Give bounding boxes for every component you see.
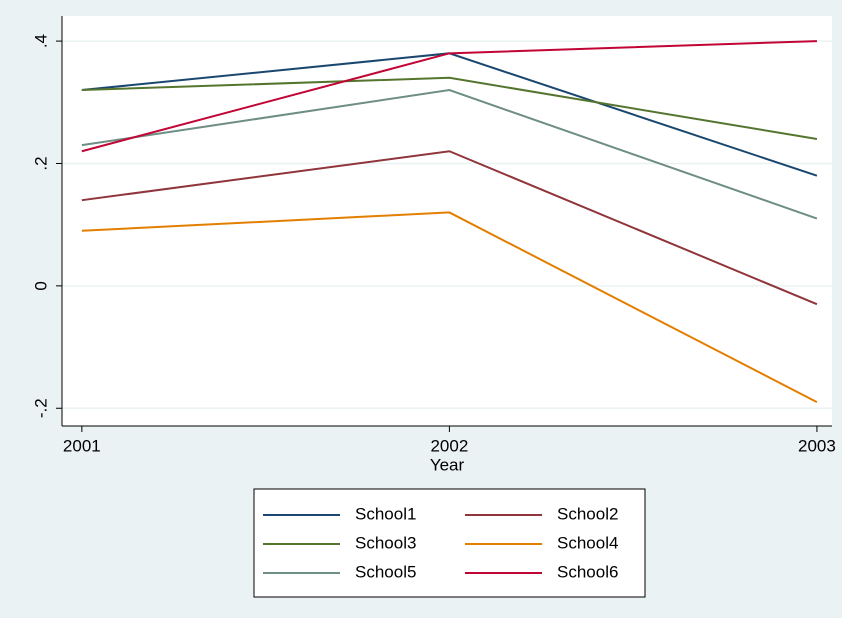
legend-label: School5 <box>355 562 416 581</box>
legend-label: School4 <box>557 533 618 552</box>
y-tick-label: .2 <box>31 156 50 170</box>
series-line <box>81 150 818 306</box>
legend-label: School2 <box>557 504 618 523</box>
series-line <box>81 76 818 140</box>
legend-label: School6 <box>557 562 618 581</box>
legend-label: School3 <box>355 533 416 552</box>
y-tick-label: .4 <box>31 34 50 48</box>
x-axis-label: Year <box>430 455 465 474</box>
y-tick-label: 0 <box>31 281 50 290</box>
x-tick-label: 2002 <box>430 436 468 455</box>
legend-label: School1 <box>355 504 416 523</box>
y-tick-label: -.2 <box>31 398 50 418</box>
plot-area <box>62 16 832 426</box>
series-line <box>81 40 817 153</box>
x-tick-label: 2001 <box>63 436 101 455</box>
series-line <box>81 89 818 220</box>
series-line <box>81 211 818 404</box>
x-tick-label: 2003 <box>798 436 836 455</box>
